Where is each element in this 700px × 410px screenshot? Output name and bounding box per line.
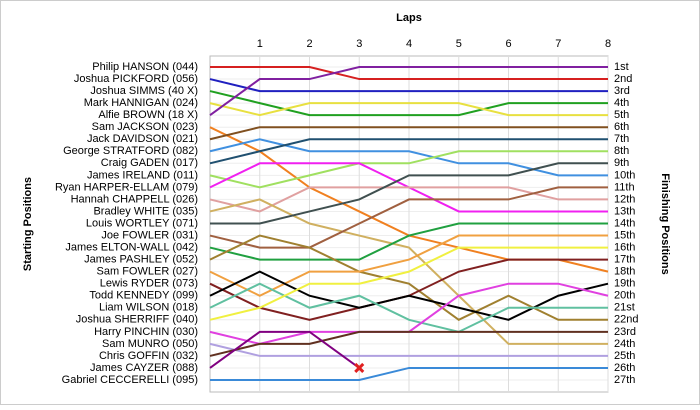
- start-label: Mark HANNIGAN (024): [84, 97, 198, 109]
- finish-label: 18th: [614, 266, 635, 278]
- finish-label: 16th: [614, 241, 635, 253]
- start-label: Louis WORTLEY (071): [86, 217, 198, 229]
- start-label: Hannah CHAPPELL (026): [71, 193, 198, 205]
- finish-label: 8th: [614, 145, 629, 157]
- start-label: George STRATFORD (082): [63, 145, 198, 157]
- finish-label: 15th: [614, 229, 635, 241]
- finish-label: 23rd: [614, 326, 636, 338]
- start-label: Lewis RYDER (073): [100, 278, 198, 290]
- x-tick-label: 1: [257, 38, 263, 50]
- x-tick-label: 8: [605, 38, 611, 50]
- finish-label: 1st: [614, 61, 629, 73]
- driver-line: [209, 330, 608, 357]
- finish-label: 26th: [614, 362, 635, 374]
- y-label-right: Finishing Positions: [659, 173, 671, 274]
- driver-line: [209, 186, 608, 249]
- start-label: Bradley WHITE (035): [93, 205, 198, 217]
- driver-line: [210, 366, 608, 381]
- start-label: Joshua PICKFORD (056): [74, 73, 198, 85]
- start-label: James IRELAND (011): [87, 169, 198, 181]
- start-label: Chris GOFFIN (032): [99, 350, 198, 362]
- finish-label: 22nd: [614, 314, 638, 326]
- driver-line: [210, 162, 608, 225]
- driver-line: [209, 234, 608, 321]
- retired-marker: [354, 362, 365, 374]
- driver-line: [209, 66, 608, 116]
- finish-label: 13th: [614, 205, 635, 217]
- start-label: Alfie BROWN (18 X): [98, 109, 198, 121]
- driver-line: [209, 282, 608, 333]
- driver-line: [209, 198, 608, 345]
- start-label: James ELTON-WALL (042): [65, 241, 198, 253]
- finish-label: 24th: [614, 338, 635, 350]
- start-label: Craig GADEN (017): [101, 157, 198, 169]
- start-label: Sam FOWLER (027): [97, 266, 198, 278]
- finish-label: 7th: [614, 133, 629, 145]
- finish-label: 25th: [614, 350, 635, 362]
- driver-line: [209, 246, 608, 321]
- start-label: James PASHLEY (052): [84, 254, 198, 266]
- finish-label: 6th: [614, 121, 629, 133]
- finish-label: 11th: [614, 181, 635, 193]
- x-tick-label: 2: [306, 38, 312, 50]
- start-label: Joe FOWLER (031): [101, 229, 198, 241]
- start-label: Harry PINCHIN (030): [94, 326, 198, 338]
- x-tick-label: 7: [555, 38, 561, 50]
- start-label: Sam JACKSON (023): [92, 121, 198, 133]
- finish-label: 21st: [614, 302, 635, 314]
- x-tick-label: 6: [505, 38, 511, 50]
- driver-line: [209, 234, 608, 297]
- finish-label: 2nd: [614, 73, 632, 85]
- start-label: Ryan HARPER-ELLAM (079): [55, 181, 198, 193]
- start-label: Joshua SIMMS (40 X): [90, 85, 198, 97]
- driver-line: [209, 150, 608, 189]
- driver-line: [210, 66, 608, 81]
- finish-label: 27th: [614, 374, 635, 386]
- finish-label: 14th: [614, 217, 635, 229]
- y-label-left: Starting Positions: [22, 177, 34, 271]
- start-label: Sam MUNRO (050): [102, 338, 198, 350]
- start-label: Jack DAVIDSON (021): [87, 133, 198, 145]
- chart-title: Laps: [396, 12, 422, 24]
- start-label: Joshua SHERRIFF (040): [76, 314, 198, 326]
- finish-label: 4th: [614, 97, 629, 109]
- finish-label: 17th: [614, 254, 635, 266]
- start-label: James CAYZER (088): [90, 362, 198, 374]
- start-label: Liam WILSON (018): [99, 302, 198, 314]
- driver-line: [209, 342, 608, 357]
- start-label: Philip HANSON (044): [92, 61, 198, 73]
- driver-line: [209, 138, 608, 165]
- finish-label: 5th: [614, 109, 629, 121]
- driver-line: [209, 270, 609, 321]
- driver-line: [209, 90, 608, 117]
- finish-label: 9th: [614, 157, 629, 169]
- start-label: Todd KENNEDY (099): [89, 290, 198, 302]
- finish-label: 20th: [614, 290, 635, 302]
- x-tick-label: 3: [356, 38, 362, 50]
- start-label: Gabriel CECCERELLI (095): [62, 374, 198, 386]
- driver-line: [209, 126, 608, 141]
- x-tick-label: 4: [406, 38, 412, 50]
- finish-label: 12th: [614, 193, 635, 205]
- driver-line: [209, 222, 608, 261]
- driver-line: [209, 102, 608, 117]
- finish-label: 19th: [614, 278, 635, 290]
- finish-label: 10th: [614, 169, 635, 181]
- driver-line: [209, 330, 360, 369]
- driver-line: [209, 186, 608, 213]
- finish-label: 3rd: [614, 85, 630, 97]
- driver-line: [209, 138, 608, 177]
- x-tick-label: 5: [456, 38, 462, 50]
- driver-line: [209, 78, 608, 93]
